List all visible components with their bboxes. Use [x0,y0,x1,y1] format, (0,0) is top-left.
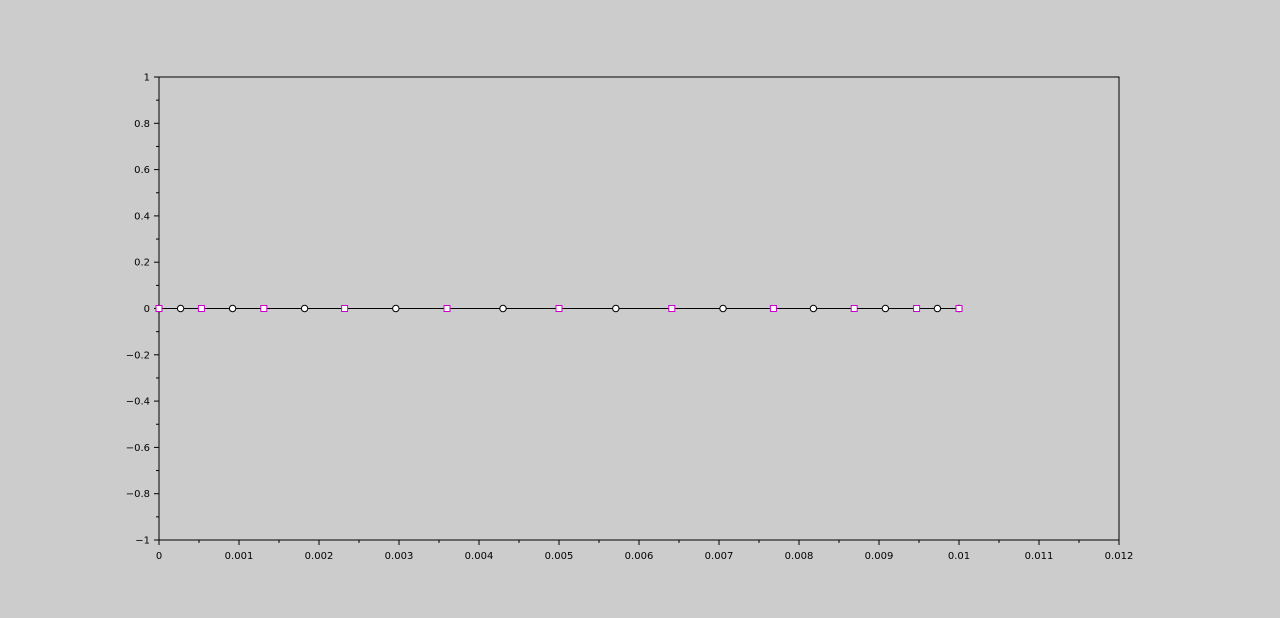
y-tick-label: −1 [135,536,150,547]
square-marker [555,305,563,312]
y-axis: −1 −0.8 −0.6 −0.4 −0.2 0 0.2 0.4 0.6 0.8 1 [126,73,159,547]
x-tick-label: 0.002 [305,551,334,562]
circle-marker [719,304,727,313]
y-tick-label: −0.4 [126,397,150,408]
x-tick-label: 0.004 [465,551,494,562]
y-tick-label: −0.2 [126,350,150,361]
x-axis: 0 0.001 0.002 0.003 0.004 0.005 0.006 0.007 0.00… [156,540,1134,562]
square-marker [850,305,858,312]
circle-marker [392,304,400,313]
x-tick-label: 0.012 [1105,551,1134,562]
x-tick-label: 0.003 [385,551,414,562]
y-tick-label: −0.8 [126,489,150,500]
circle-marker [176,304,185,313]
y-tick-label: 0.8 [134,119,150,130]
square-marker [341,305,349,312]
x-tick-label: 0.001 [225,551,254,562]
square-marker [955,305,963,312]
y-tick-label: 0 [144,304,150,315]
x-tick-label: 0.006 [625,551,654,562]
circle-marker [612,304,620,313]
square-marker [443,305,451,312]
y-tick-label: 0.4 [134,211,150,222]
x-tick-label: 0.01 [948,551,970,562]
circle-marker [881,304,890,313]
square-marker [197,305,205,312]
x-tick-label: 0 [156,551,162,562]
circle-marker [300,304,309,313]
circle-marker [499,304,507,313]
x-tick-label: 0.005 [545,551,574,562]
circle-marker [933,304,942,313]
x-tick-label: 0.009 [865,551,894,562]
y-tick-label: 0.2 [134,258,150,269]
y-tick-label: 0.6 [134,165,150,176]
x-tick-label: 0.007 [705,551,734,562]
circle-marker [809,304,818,313]
square-marker [668,305,676,312]
square-marker [155,305,163,312]
square-marker [260,305,268,312]
x-tick-label: 0.008 [785,551,814,562]
circle-marker [228,304,237,313]
markers-layer [155,304,963,313]
y-tick-label: −0.6 [126,443,150,454]
y-tick-label: 1 [144,73,150,84]
x-tick-label: 0.011 [1025,551,1054,562]
square-marker [913,305,921,312]
square-marker [769,305,777,312]
